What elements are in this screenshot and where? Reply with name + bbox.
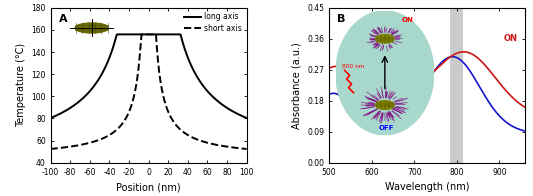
- long axis: [244, 117, 250, 119]
- Y-axis label: Temperature (°C): Temperature (°C): [15, 43, 26, 127]
- Line: short axis: short axis: [51, 34, 247, 149]
- short axis: [238, 147, 244, 150]
- short axis: [131, 93, 138, 95]
- short axis: [244, 148, 250, 150]
- X-axis label: Position (nm): Position (nm): [116, 182, 181, 192]
- long axis: [130, 33, 136, 35]
- short axis: [141, 33, 147, 35]
- Ellipse shape: [75, 23, 108, 33]
- short axis: [130, 99, 136, 101]
- long axis: [141, 33, 147, 35]
- long axis: [228, 109, 234, 112]
- Text: ON: ON: [504, 34, 518, 43]
- short axis: [138, 33, 144, 35]
- long axis: [190, 68, 196, 71]
- short axis: [47, 148, 54, 150]
- Line: long axis: long axis: [51, 34, 247, 118]
- Text: B: B: [337, 14, 345, 24]
- long axis: [114, 33, 120, 35]
- short axis: [228, 146, 234, 148]
- Y-axis label: Absorbance (a.u.): Absorbance (a.u.): [292, 42, 302, 129]
- long axis: [47, 117, 54, 119]
- long axis: [132, 33, 138, 35]
- Bar: [450, 8, 463, 163]
- X-axis label: Wavelength (nm): Wavelength (nm): [385, 182, 469, 192]
- Legend: long axis, short axis: long axis, short axis: [184, 12, 243, 34]
- short axis: [190, 137, 196, 139]
- Text: OFF: OFF: [414, 67, 432, 76]
- Text: A: A: [59, 14, 67, 24]
- long axis: [238, 114, 244, 117]
